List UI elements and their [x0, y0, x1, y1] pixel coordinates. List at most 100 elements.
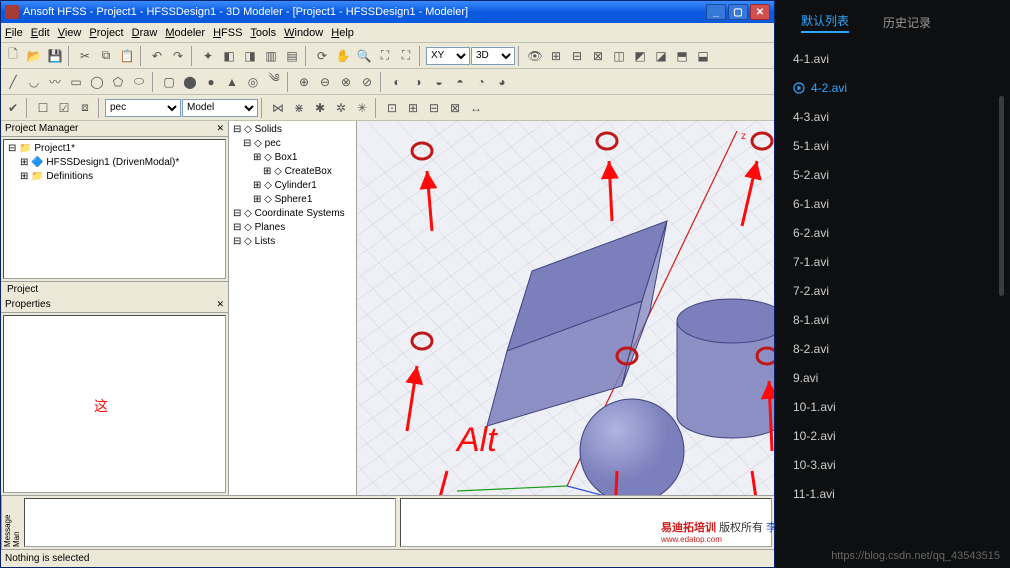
snap-icon[interactable]: ⊠ — [445, 98, 465, 118]
menu-file[interactable]: File — [5, 27, 23, 39]
tool-icon[interactable]: ◑ — [408, 72, 428, 92]
menu-draw[interactable]: Draw — [132, 27, 158, 39]
mesh-icon[interactable]: ✱ — [310, 98, 330, 118]
tool-icon[interactable]: ◒ — [429, 72, 449, 92]
tree-item[interactable]: ⊟ ◇ Solids — [233, 123, 352, 137]
circle-icon[interactable]: ◯ — [87, 72, 107, 92]
material-dropdown[interactable]: pec — [105, 99, 181, 117]
view-icon[interactable]: ◪ — [651, 46, 671, 66]
poly-icon[interactable]: ⬠ — [108, 72, 128, 92]
playlist-item[interactable]: 8-2.avi — [793, 334, 992, 363]
playlist-item[interactable]: 4-2.avi — [793, 73, 992, 102]
tool-icon[interactable]: ⧈ — [75, 98, 95, 118]
redo-icon[interactable]: ↷ — [168, 46, 188, 66]
tool-icon[interactable]: ◨ — [240, 46, 260, 66]
menu-edit[interactable]: Edit — [31, 27, 50, 39]
model-dropdown[interactable]: Model — [182, 99, 258, 117]
op-icon[interactable]: ⊗ — [336, 72, 356, 92]
copy-icon[interactable]: ⧉ — [96, 46, 116, 66]
mesh-icon[interactable]: ✳ — [352, 98, 372, 118]
close-button[interactable]: ✕ — [750, 4, 770, 20]
properties-panel[interactable]: 这 — [3, 315, 226, 493]
tab-history[interactable]: 历史记录 — [883, 14, 931, 31]
playlist-item[interactable]: 8-1.avi — [793, 305, 992, 334]
snap-icon[interactable]: ⊡ — [382, 98, 402, 118]
zoom-icon[interactable]: 🔍 — [354, 46, 374, 66]
save-icon[interactable]: 💾 — [45, 46, 65, 66]
tool-icon[interactable]: ☐ — [33, 98, 53, 118]
tree-item[interactable]: ⊟ 📁 Project1* — [8, 142, 221, 156]
snap-icon[interactable]: ↔ — [466, 98, 486, 118]
tool-icon[interactable]: ▥ — [261, 46, 281, 66]
new-icon[interactable]: 🗋 — [3, 46, 23, 66]
tree-item[interactable]: ⊟ ◇ Planes — [233, 221, 352, 235]
tool-icon[interactable]: ✦ — [198, 46, 218, 66]
tree-item[interactable]: ⊟ ◇ Lists — [233, 235, 352, 249]
tree-item[interactable]: ⊞ ◇ Sphere1 — [233, 193, 352, 207]
scrollbar[interactable] — [999, 96, 1004, 296]
snap-icon[interactable]: ⊟ — [424, 98, 444, 118]
tool-icon[interactable]: ☑ — [54, 98, 74, 118]
playlist-item[interactable]: 4-3.avi — [793, 102, 992, 131]
minimize-button[interactable]: _ — [706, 4, 726, 20]
ellipse-icon[interactable]: ⬭ — [129, 72, 149, 92]
coord-dropdown[interactable]: XY — [426, 47, 470, 65]
paste-icon[interactable]: 📋 — [117, 46, 137, 66]
tree-item[interactable]: ⊞ ◇ Cylinder1 — [233, 179, 352, 193]
op-icon[interactable]: ⊖ — [315, 72, 335, 92]
tab-default-list[interactable]: 默认列表 — [801, 12, 849, 33]
menu-window[interactable]: Window — [284, 27, 323, 39]
tree-item[interactable]: ⊞ ◇ CreateBox — [233, 165, 352, 179]
tool-icon[interactable]: ◓ — [450, 72, 470, 92]
viewport-3d[interactable]: zyAlt — [357, 121, 774, 495]
model-tree[interactable]: ⊟ ◇ Solids⊟ ◇ pec⊞ ◇ Box1⊞ ◇ CreateBox⊞ … — [229, 121, 357, 495]
playlist-item[interactable]: 10-1.avi — [793, 392, 992, 421]
playlist-item[interactable]: 7-1.avi — [793, 247, 992, 276]
view-icon[interactable]: ⊟ — [567, 46, 587, 66]
fit-icon[interactable]: ⛶ — [375, 46, 395, 66]
titlebar[interactable]: Ansoft HFSS - Project1 - HFSSDesign1 - 3… — [1, 1, 774, 23]
menu-hfss[interactable]: HFSS — [213, 27, 242, 39]
mesh-icon[interactable]: ✲ — [331, 98, 351, 118]
view-icon[interactable]: ⬓ — [693, 46, 713, 66]
message-pane-1[interactable] — [24, 498, 396, 547]
undo-icon[interactable]: ↶ — [147, 46, 167, 66]
tool-icon[interactable]: ◕ — [492, 72, 512, 92]
playlist-item[interactable]: 4-1.avi — [793, 44, 992, 73]
view-icon[interactable]: ◩ — [630, 46, 650, 66]
helix-icon[interactable]: ༄ — [264, 72, 284, 92]
panel-close-icon[interactable]: ✕ — [216, 299, 224, 310]
tree-item[interactable]: ⊟ ◇ pec — [233, 137, 352, 151]
playlist-item[interactable]: 5-2.avi — [793, 160, 992, 189]
cone-icon[interactable]: ▲ — [222, 72, 242, 92]
op-icon[interactable]: ⊕ — [294, 72, 314, 92]
mesh-icon[interactable]: ⋈ — [268, 98, 288, 118]
project-tab[interactable]: Project — [1, 281, 228, 297]
rect-icon[interactable]: ▭ — [66, 72, 86, 92]
playlist-item[interactable]: 9.avi — [793, 363, 992, 392]
mesh-icon[interactable]: ⋇ — [289, 98, 309, 118]
fit-icon[interactable]: ⛶ — [396, 46, 416, 66]
view-icon[interactable]: ◫ — [609, 46, 629, 66]
message-pane-2[interactable]: 易迪拓培训 版权所有 李明洋主讲 www.edatop.com — [400, 498, 772, 547]
op-icon[interactable]: ⊘ — [357, 72, 377, 92]
menu-help[interactable]: Help — [331, 27, 354, 39]
tree-item[interactable]: ⊞ 🔷 HFSSDesign1 (DrivenModal)* — [8, 156, 221, 170]
snap-icon[interactable]: ⊞ — [403, 98, 423, 118]
playlist-item[interactable]: 5-1.avi — [793, 131, 992, 160]
menu-tools[interactable]: Tools — [250, 27, 276, 39]
rotate-icon[interactable]: ⟳ — [312, 46, 332, 66]
line-icon[interactable]: ╱ — [3, 72, 23, 92]
playlist-item[interactable]: 6-1.avi — [793, 189, 992, 218]
arc-icon[interactable]: ◡ — [24, 72, 44, 92]
playlist-item[interactable]: 10-3.avi — [793, 450, 992, 479]
tool-icon[interactable]: ◐ — [387, 72, 407, 92]
playlist-item[interactable]: 11-1.avi — [793, 479, 992, 508]
view-icon[interactable]: ⊞ — [546, 46, 566, 66]
maximize-button[interactable]: ▢ — [728, 4, 748, 20]
view-icon[interactable]: ⊠ — [588, 46, 608, 66]
playlist-item[interactable]: 10-2.avi — [793, 421, 992, 450]
tree-item[interactable]: ⊞ 📁 Definitions — [8, 170, 221, 184]
menu-view[interactable]: View — [58, 27, 82, 39]
view-icon[interactable]: 👁 — [525, 46, 545, 66]
